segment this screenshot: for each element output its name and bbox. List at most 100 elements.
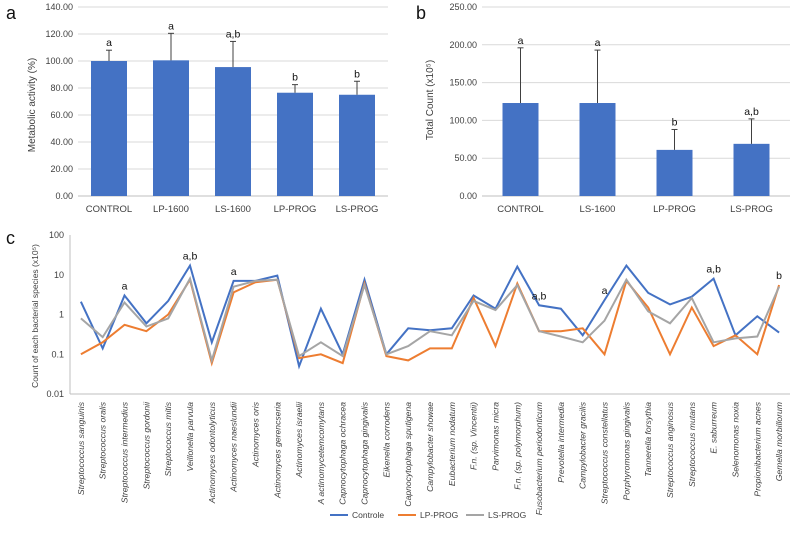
panel-letter-b: b <box>416 3 426 23</box>
species-label: Campylobacter gracilis <box>578 401 588 489</box>
species-label: Capnocytophaga ochracea <box>338 402 348 505</box>
y-tick-label: 100.00 <box>45 56 73 66</box>
species-label: Streptococcus sanguinis <box>76 401 86 495</box>
significance-label: a <box>518 35 524 47</box>
bar <box>733 143 770 196</box>
y-tick-label: 200.00 <box>449 40 477 50</box>
species-label: Parvimonas micra <box>490 402 500 471</box>
species-label: Streptococcus constellatus <box>600 401 610 504</box>
x-tick-label: LP-PROG <box>274 204 317 215</box>
y-tick-label: 140.00 <box>45 2 73 12</box>
y-tick-label: 60.00 <box>50 110 73 120</box>
series-line <box>80 277 781 367</box>
species-label: Streptococcus oralis <box>98 401 108 479</box>
x-tick-label: LP-PROG <box>653 204 696 215</box>
significance-label: b <box>776 270 782 282</box>
bar <box>153 60 189 197</box>
species-label: Actinomyces oris <box>250 401 260 468</box>
species-label: F.n. (sp. Vincentii) <box>469 402 479 470</box>
y-tick-label: 10 <box>54 270 64 280</box>
species-label: Actinomyces odontolyticus <box>207 401 217 504</box>
significance-label: a,b <box>706 264 721 276</box>
significance-label: a <box>231 266 237 278</box>
bar <box>339 94 375 196</box>
x-tick-label: LS-1600 <box>580 204 616 215</box>
chart-b-plot: 0.00 50.00 100.00 150.00 200.00 250.00 a CONTRO… <box>449 2 790 215</box>
species-label: Eikenella corrodens <box>381 401 391 477</box>
significance-label: a <box>595 37 601 49</box>
panel-letter-c: c <box>6 228 15 248</box>
significance-label: a,b <box>532 290 547 302</box>
y-tick-label: 0.1 <box>51 349 64 359</box>
species-label: Porphyromonas gingivalis <box>621 401 631 500</box>
x-tick-label: LS-1600 <box>215 204 251 215</box>
y-tick-label: 0.01 <box>46 389 64 399</box>
x-tick-label: CONTROL <box>86 204 132 215</box>
chart-c-plot: 0.01 0.1 1 10 100 Streptococcus sanguinis Stre… <box>46 230 790 515</box>
chart-a-plot: 0.00 20.00 40.00 60.00 80.00 100.00 120.00 140.… <box>45 2 388 215</box>
significance-label: a,b <box>226 28 241 40</box>
series-line <box>80 275 781 365</box>
species-label: Capnocytophaga sputigena <box>403 402 413 507</box>
x-tick-label: CONTROL <box>497 204 543 215</box>
species-label: Actinomyces israelii <box>294 401 304 479</box>
legend-label: LP-PROG <box>420 510 458 520</box>
series-line <box>79 263 780 370</box>
significance-label: a <box>122 281 128 293</box>
species-label: Gemella morbillorum <box>774 402 784 481</box>
y-tick-label: 1 <box>59 310 64 320</box>
y-tick-label: 50.00 <box>454 153 477 163</box>
species-label: Streptococcus anginosus <box>665 401 675 498</box>
significance-label: a <box>106 37 112 49</box>
species-label: Capnocytophaga gingivalis <box>360 401 370 504</box>
species-label: Streptococcus mutans <box>687 401 697 487</box>
significance-label: a <box>168 20 174 32</box>
species-label: A actinomycetemcomytans <box>316 401 326 505</box>
species-label: Actinomyces gerencseria <box>272 402 282 499</box>
species-label: F.n. (sp. polymorphum) <box>512 402 522 490</box>
bar <box>579 103 616 196</box>
y-tick-label: 100.00 <box>449 115 477 125</box>
species-label: Propionibacterium acnes <box>752 401 762 496</box>
y-tick-label: 80.00 <box>50 83 73 93</box>
species-label: Actinomyces naeslundii <box>229 401 239 493</box>
bar <box>656 149 693 196</box>
bar <box>215 67 251 196</box>
x-tick-label: LS-PROG <box>336 204 379 215</box>
significance-label: a,b <box>744 106 759 118</box>
significance-label: b <box>672 116 678 128</box>
species-label: Campylobacter showae <box>425 402 435 492</box>
x-tick-label: LS-PROG <box>730 204 773 215</box>
y-tick-label: 120.00 <box>45 29 73 39</box>
significance-label: b <box>292 72 298 84</box>
significance-label: b <box>354 68 360 80</box>
significance-label: a <box>602 285 608 297</box>
x-tick-label: LP-1600 <box>153 204 189 215</box>
y-tick-label: 40.00 <box>50 137 73 147</box>
chart-c-ylabel: Count of each bacterial species (x10⁵) <box>30 244 40 388</box>
legend-label: Controle <box>352 510 384 520</box>
y-tick-label: 0.00 <box>459 191 477 201</box>
y-tick-label: 250.00 <box>449 2 477 12</box>
panel-letter-a: a <box>6 3 17 23</box>
species-label: Tannerella forsythia <box>643 402 653 477</box>
species-label: Eubacterium nodatum <box>447 402 457 486</box>
species-label: Streptococcus gordonii <box>141 401 151 490</box>
bar <box>277 92 313 196</box>
species-label: E. saburreum <box>709 402 719 454</box>
y-tick-label: 0.00 <box>55 191 73 201</box>
y-tick-label: 100 <box>49 230 64 240</box>
chart-c-legend: Controle LP-PROG LS-PROG <box>330 510 526 520</box>
bar <box>502 103 539 196</box>
bar <box>91 61 127 196</box>
species-label: Prevotella intermedia <box>556 402 566 483</box>
species-label: Selenomonas noxia <box>730 402 740 478</box>
chart-a-ylabel: Metabolic activity (%) <box>27 58 38 152</box>
species-label: Fusobacterium periodonticum <box>534 402 544 515</box>
chart-b-ylabel: Total Count (x10⁵) <box>425 60 436 140</box>
y-tick-label: 20.00 <box>50 164 73 174</box>
significance-label: a,b <box>183 251 198 263</box>
legend-label: LS-PROG <box>488 510 526 520</box>
species-label: Veillonella parvula <box>185 402 195 472</box>
